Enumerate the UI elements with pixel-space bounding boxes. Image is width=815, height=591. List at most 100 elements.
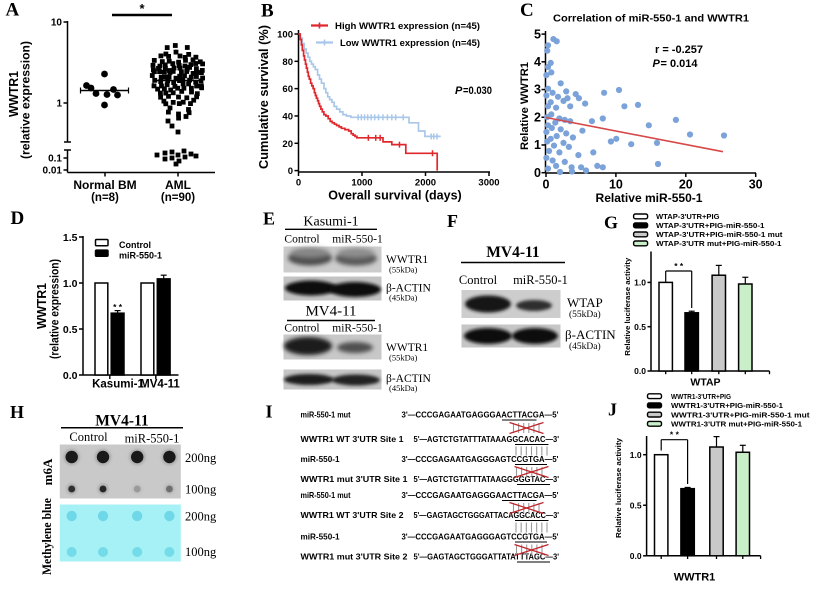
svg-text:60: 60 [282,84,293,95]
svg-text:30: 30 [749,178,763,192]
svg-text:200ng: 200ng [185,451,217,465]
svg-text:E: E [263,209,275,229]
svg-text:Relative WWTR1: Relative WWTR1 [519,62,531,150]
svg-text:WWTR1 mut 3'UTR Site 1: WWTR1 mut 3'UTR Site 1 [301,474,408,484]
svg-text:WWTR1 mut 3'UTR Site 2: WWTR1 mut 3'UTR Site 2 [301,552,408,562]
svg-text:WTAP-3'UTR+PIG: WTAP-3'UTR+PIG [656,212,720,221]
svg-text:1.0: 1.0 [63,278,78,290]
svg-text:0: 0 [534,166,541,180]
svg-text:1.5: 1.5 [63,232,78,244]
svg-text:r = -0.257: r = -0.257 [655,44,703,56]
svg-text:2: 2 [534,110,541,124]
svg-text:Relative luciferase activity: Relative luciferase activity [623,257,632,356]
svg-text:WTAP-3'UTR+PIG-miR-550-1 mut: WTAP-3'UTR+PIG-miR-550-1 mut [656,230,783,239]
svg-text:10: 10 [51,18,63,29]
svg-text:(55kDa): (55kDa) [389,353,417,363]
svg-text:β-ACTIN: β-ACTIN [565,327,616,342]
svg-text:0.5: 0.5 [630,500,642,510]
svg-text:0.0: 0.0 [630,551,642,561]
svg-text:miR-550-1: miR-550-1 [301,454,340,464]
svg-text:WWTR1: WWTR1 [386,254,428,266]
svg-text:Cumulative survival (%): Cumulative survival (%) [257,25,271,169]
svg-text:(n=8): (n=8) [91,192,119,204]
svg-text:WWTR1 WT 3'UTR Site 1: WWTR1 WT 3'UTR Site 1 [301,434,404,444]
svg-text:4: 4 [534,55,541,69]
svg-text:0.5: 0.5 [63,324,78,336]
svg-text:WTAP: WTAP [690,377,720,389]
svg-text:WTAP-3'UTR mut+PIG-miR-550-1: WTAP-3'UTR mut+PIG-miR-550-1 [656,239,782,248]
svg-text:Relative luciferase activity: Relative luciferase activity [614,437,623,538]
svg-text:(45kDa): (45kDa) [389,293,417,303]
svg-text:miR-550-1 mut: miR-550-1 mut [301,410,351,420]
svg-text:= 0.014: = 0.014 [661,58,699,70]
svg-text:WWTR1-3'UTR+PIG: WWTR1-3'UTR+PIG [671,392,731,401]
svg-text:WWTR1: WWTR1 [6,71,21,117]
svg-text:m6A: m6A [40,458,55,485]
svg-text:Control: Control [69,430,108,444]
svg-text:MV4-11: MV4-11 [305,304,356,320]
svg-text:3: 3 [534,83,541,97]
svg-text:AML: AML [165,178,191,192]
svg-text:Control: Control [119,240,151,250]
svg-text:Control: Control [284,323,319,335]
svg-text:5'—AGTCTGTATTTATAAGGGGGTAC—3': 5'—AGTCTGTATTTATAAGGGGGTAC—3' [414,474,560,484]
svg-text:Overall survival (days): Overall survival (days) [328,189,461,203]
svg-text:miR-550-1: miR-550-1 [119,251,162,261]
svg-text:Normal BM: Normal BM [73,178,136,192]
svg-text:WTAP-3'UTR+PIG-miR-550-1: WTAP-3'UTR+PIG-miR-550-1 [656,221,765,230]
svg-text:High WWTR1 expression (n=45): High WWTR1 expression (n=45) [335,21,480,31]
svg-text:(relative expression): (relative expression) [21,41,33,159]
svg-text:F: F [447,211,458,231]
svg-text:1.0: 1.0 [634,278,646,288]
svg-text:Control: Control [459,273,498,287]
svg-text:Relative miR-550-1: Relative miR-550-1 [596,193,704,205]
svg-text:Low WWTR1 expression (n=45): Low WWTR1 expression (n=45) [340,38,480,48]
svg-text:I: I [266,402,273,422]
svg-text:A: A [6,0,20,21]
svg-text:2000: 2000 [415,178,436,189]
svg-text:20: 20 [679,178,693,192]
svg-text:0: 0 [296,178,301,189]
svg-text:P: P [455,85,463,97]
svg-text:0: 0 [543,178,550,192]
svg-text:D: D [11,208,25,229]
svg-text:WTAP: WTAP [567,295,603,310]
svg-text:H: H [10,402,24,422]
svg-text:200ng: 200ng [185,510,217,524]
svg-text:* *: * * [113,302,123,312]
svg-text:1.0: 1.0 [630,450,642,460]
svg-text:MV4-11: MV4-11 [486,244,539,261]
svg-text:(45kDa): (45kDa) [569,341,601,352]
svg-text:(n=90): (n=90) [161,192,195,204]
svg-text:miR-550-1: miR-550-1 [513,273,568,287]
svg-text:* *: * * [674,261,684,271]
svg-text:* *: * * [670,430,680,440]
svg-text:0.0: 0.0 [634,366,646,376]
svg-text:B: B [261,1,274,22]
svg-text:100: 100 [277,30,293,41]
svg-text:0.1: 0.1 [48,154,62,165]
svg-text:5'—GAGTAGCTGGGATTACAGGCACC—3': 5'—GAGTAGCTGGGATTACAGGCACC—3' [414,510,560,520]
svg-text:Control: Control [284,234,319,246]
svg-text:(55kDa): (55kDa) [389,265,417,275]
svg-text:0.0: 0.0 [63,370,78,382]
svg-text:80: 80 [282,57,293,68]
svg-text:Correlation of miR-550-1 and W: Correlation of miR-550-1 and WWTR1 [553,13,749,25]
svg-text:Kasumi-1: Kasumi-1 [92,379,144,391]
svg-text:P: P [653,58,661,70]
svg-text:WWTR1: WWTR1 [386,342,428,354]
svg-text:WWTR1: WWTR1 [34,283,49,329]
svg-text:5'—GAGTAGCTGGGATTATATTTAGC—3': 5'—GAGTAGCTGGGATTATATTTAGC—3' [414,552,560,562]
svg-text:40: 40 [282,111,293,122]
svg-text:0.5: 0.5 [634,322,646,332]
svg-text:0.01: 0.01 [43,166,63,177]
svg-text:G: G [604,213,618,233]
svg-text:(45kDa): (45kDa) [389,383,417,393]
svg-text:20: 20 [282,139,293,150]
svg-text:=0.030: =0.030 [463,85,492,97]
svg-text:β-ACTIN: β-ACTIN [386,373,432,385]
svg-text:(55kDa): (55kDa) [569,309,601,320]
svg-text:5'—AGTCTGTATTTATAAAGGCACAC—3': 5'—AGTCTGTATTTATAAAGGCACAC—3' [414,434,560,444]
svg-text:β-ACTIN: β-ACTIN [386,283,432,295]
svg-text:3'—CCCGAGAATGAGGGAACTTACGA—5': 3'—CCCGAGAATGAGGGAACTTACGA—5' [402,490,559,500]
